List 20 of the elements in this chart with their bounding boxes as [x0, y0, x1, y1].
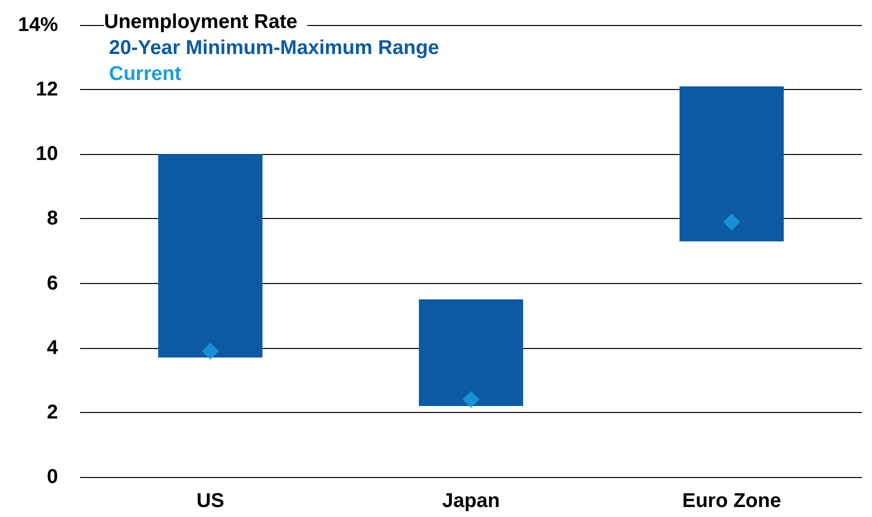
bar — [680, 86, 784, 242]
y-tick-label: 14% — [18, 14, 58, 36]
bar — [418, 299, 524, 406]
legend-title: Unemployment Rate — [104, 11, 298, 33]
point — [723, 213, 740, 230]
y-tick-label: 6 — [46, 272, 58, 294]
bar — [158, 154, 262, 358]
x-tick-label: Japan — [442, 490, 500, 512]
point — [202, 342, 219, 360]
y-tick-label: 8 — [46, 208, 58, 230]
y-tick-label: 10 — [36, 143, 58, 166]
x-tick-label: US — [196, 490, 224, 512]
text: 20-Year Minimum-Maximum Range — [109, 37, 440, 59]
y-tick-label: 12 — [36, 78, 58, 101]
text: Current — [109, 63, 182, 85]
y-tick-label: 2 — [46, 401, 58, 424]
point — [462, 391, 480, 408]
y-tick-label: 0 — [46, 466, 58, 488]
y-tick-label: 4 — [46, 336, 59, 359]
x-tick-label: Euro Zone — [682, 490, 782, 512]
